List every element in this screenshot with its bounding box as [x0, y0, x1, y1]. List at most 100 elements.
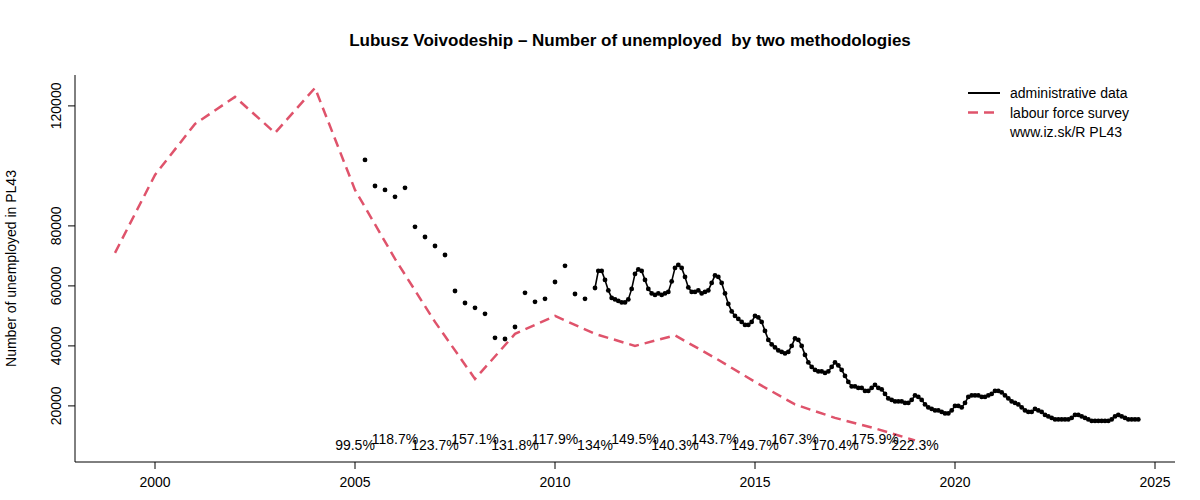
data-point	[383, 188, 388, 193]
data-point	[686, 285, 691, 290]
plot-area	[115, 88, 1141, 441]
x-tick	[955, 462, 956, 469]
data-point	[709, 281, 714, 286]
data-point	[463, 301, 468, 306]
data-point	[423, 235, 428, 240]
x-tick	[155, 462, 156, 469]
source-note: www.iz.sk/R PL43	[1009, 124, 1122, 140]
data-point	[543, 296, 548, 301]
data-point	[606, 288, 611, 293]
data-point	[829, 365, 834, 370]
y-tick-label: 20000	[48, 386, 64, 425]
y-tick	[68, 285, 75, 286]
y-tick	[68, 345, 75, 346]
y-axis-line	[75, 75, 76, 462]
data-point	[756, 315, 761, 320]
data-point	[363, 158, 368, 163]
x-axis-line	[75, 462, 1175, 463]
data-point	[443, 253, 448, 258]
data-point	[643, 278, 648, 283]
y-axis-label: Number of unemployed in PL43	[3, 170, 19, 367]
data-point	[666, 290, 671, 295]
data-point	[806, 360, 811, 365]
data-point	[959, 405, 964, 410]
data-point	[403, 185, 408, 190]
data-point	[599, 269, 604, 274]
data-point	[393, 194, 398, 199]
data-point	[846, 380, 851, 385]
data-point	[669, 279, 674, 284]
y-tick-label: 60000	[48, 266, 64, 305]
data-point	[723, 291, 728, 296]
data-point	[949, 408, 954, 413]
data-point	[683, 275, 688, 280]
data-point	[836, 363, 841, 368]
annotation: 117.9%	[532, 431, 578, 447]
x-tick	[355, 462, 356, 469]
data-point	[963, 401, 968, 406]
y-tick	[68, 105, 75, 106]
data-point	[799, 344, 804, 349]
data-point	[483, 311, 488, 316]
legend-label: administrative data	[1010, 85, 1128, 101]
data-point	[803, 353, 808, 358]
data-point	[706, 288, 711, 293]
data-point	[796, 338, 801, 343]
data-point	[563, 263, 568, 268]
legend-label: labour force survey	[1010, 105, 1129, 121]
data-point	[639, 269, 644, 274]
data-point	[763, 329, 768, 334]
data-point	[766, 338, 771, 343]
data-point	[749, 320, 754, 325]
background	[0, 0, 1200, 500]
data-point	[513, 325, 518, 330]
data-point	[413, 224, 418, 229]
legend-swatch	[968, 111, 1000, 114]
data-point	[633, 272, 638, 277]
chart: Lubusz Voivodeship – Number of unemploye…	[0, 0, 1200, 500]
data-point	[373, 184, 378, 189]
data-point	[573, 292, 578, 297]
x-tick	[1155, 462, 1156, 469]
data-point	[583, 296, 588, 301]
x-tick-label: 2015	[739, 474, 770, 490]
data-point	[843, 374, 848, 379]
data-point	[826, 369, 831, 374]
data-point	[716, 275, 721, 280]
y-tick-label: 40000	[48, 326, 64, 365]
title: Lubusz Voivodeship – Number of unemploye…	[349, 31, 911, 50]
x-tick-label: 2005	[339, 474, 370, 490]
data-point	[719, 281, 724, 286]
data-point	[919, 398, 924, 403]
data-point	[679, 266, 684, 271]
annotation: 222.3%	[891, 437, 938, 453]
data-point	[729, 309, 734, 314]
data-point	[493, 335, 498, 340]
data-point	[453, 289, 458, 294]
data-point	[1136, 417, 1141, 422]
data-point	[433, 244, 438, 249]
data-point	[839, 368, 844, 373]
series-line	[115, 88, 915, 441]
data-point	[473, 305, 478, 310]
legend-swatch	[968, 92, 1000, 94]
data-point	[646, 287, 651, 292]
y-tick-label: 120000	[48, 82, 64, 129]
x-tick-label: 2000	[139, 474, 170, 490]
annotation: 99.5%	[335, 437, 375, 453]
x-tick	[555, 462, 556, 469]
data-point	[629, 287, 634, 292]
data-point	[726, 302, 731, 307]
x-tick-label: 2025	[1139, 474, 1170, 490]
data-point	[883, 392, 888, 397]
data-point	[909, 398, 914, 403]
x-tick-label: 2010	[539, 474, 570, 490]
series-line	[595, 265, 1138, 421]
data-point	[533, 299, 538, 304]
data-point	[523, 290, 528, 295]
y-tick	[68, 225, 75, 226]
data-point	[789, 344, 794, 349]
y-tick-label: 80000	[48, 206, 64, 245]
x-tick-label: 2020	[939, 474, 970, 490]
data-point	[503, 337, 508, 342]
